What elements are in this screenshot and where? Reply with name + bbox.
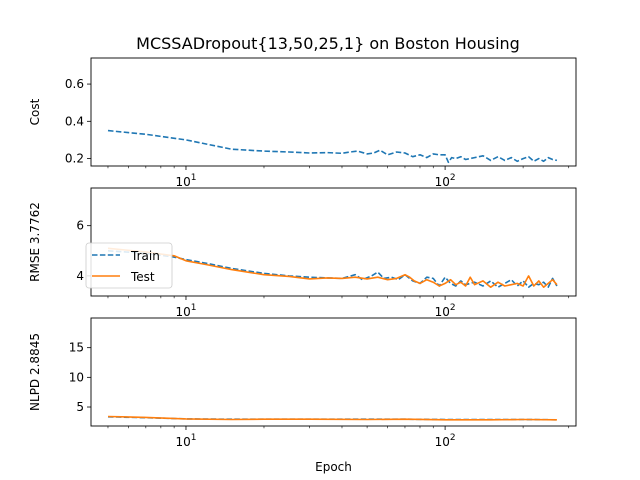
panel-1: 0.2 0.4 0.6 101 102 Cost bbox=[28, 57, 577, 189]
y-tick-label: 0.4 bbox=[65, 114, 84, 128]
legend: Train Test bbox=[85, 242, 173, 289]
y-axis-label: Cost bbox=[28, 98, 42, 125]
legend-label-test: Test bbox=[130, 270, 155, 284]
x-tick-label: 102 bbox=[435, 433, 456, 449]
y-tick-label: 0.6 bbox=[65, 77, 84, 91]
y-axis-label: RMSE 3.7762 bbox=[28, 202, 42, 282]
x-axis-label: Epoch bbox=[315, 460, 352, 474]
panel-3: 5 10 15 101 102 NLPD 2.8845 Epoch bbox=[28, 317, 577, 474]
series-line-test-panel-3 bbox=[107, 415, 557, 421]
series-line-test-panel-2 bbox=[107, 247, 558, 289]
y-tick-label: 5 bbox=[76, 400, 84, 414]
axes-frame-1 bbox=[90, 57, 577, 167]
y-tick-label: 15 bbox=[69, 341, 84, 355]
x-tick-label: 101 bbox=[175, 173, 196, 189]
legend-label-train: Train bbox=[130, 249, 160, 263]
y-tick-label: 10 bbox=[69, 370, 84, 384]
series-line-train-panel-1 bbox=[107, 129, 558, 164]
y-tick-label: 4 bbox=[76, 269, 84, 283]
axes-frame-2 bbox=[90, 187, 577, 297]
axes-frame-3 bbox=[90, 317, 577, 427]
x-tick-label: 102 bbox=[435, 303, 456, 319]
x-tick-label: 102 bbox=[435, 173, 456, 189]
chart-title: MCSSADropout{13,50,25,1} on Boston Housi… bbox=[136, 34, 520, 53]
y-axis-label: NLPD 2.8845 bbox=[28, 333, 42, 411]
y-tick-label: 6 bbox=[76, 219, 84, 233]
y-tick-label: 0.2 bbox=[65, 152, 84, 166]
panel-2: 4 6 101 102 RMSE 3.7762 bbox=[28, 187, 577, 319]
x-tick-label: 101 bbox=[175, 433, 196, 449]
x-tick-label: 101 bbox=[175, 303, 196, 319]
